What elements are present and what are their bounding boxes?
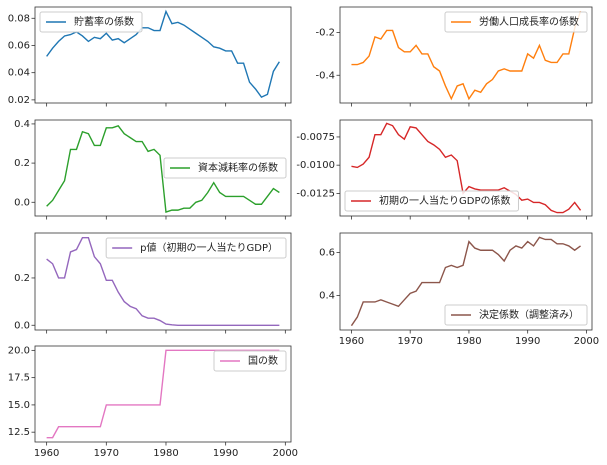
y-tick-label: -0.4 bbox=[315, 70, 335, 81]
legend: p値（初期の一人当たりGDP） bbox=[105, 237, 287, 259]
y-tick-label: 0.0 bbox=[14, 197, 30, 208]
y-tick-label: 20.0 bbox=[8, 345, 30, 356]
legend-label: 資本減耗率の係数 bbox=[198, 161, 278, 174]
x-tick-label: 1980 bbox=[456, 336, 481, 347]
y-tick-label: -0.0100 bbox=[296, 160, 335, 171]
legend: 決定係数（調整済み） bbox=[444, 304, 588, 326]
x-tick-label: 2000 bbox=[273, 448, 298, 459]
legend-label: p値（初期の一人当たりGDP） bbox=[140, 241, 278, 254]
y-tick-label: -0.2 bbox=[315, 28, 335, 39]
data-line bbox=[46, 349, 280, 439]
y-tick-label: 17.5 bbox=[8, 373, 30, 384]
y-tick-label: 0.0 bbox=[14, 320, 30, 331]
y-tick-label: 0.4 bbox=[319, 291, 335, 302]
y-tick-label: 0.08 bbox=[8, 13, 30, 24]
legend-box bbox=[344, 190, 519, 212]
x-tick-label: 1970 bbox=[397, 336, 422, 347]
y-tick-label: 0.02 bbox=[8, 95, 30, 106]
legend-label: 労働人口成長率の係数 bbox=[479, 15, 579, 28]
legend-box bbox=[163, 157, 287, 179]
x-tick-label: 1990 bbox=[515, 336, 540, 347]
legend: 初期の一人当たりGDPの係数 bbox=[344, 190, 519, 212]
y-tick-label: 0.06 bbox=[8, 40, 30, 51]
legend-box bbox=[39, 11, 143, 33]
legend: 国の数 bbox=[213, 350, 287, 372]
y-tick-label: 0.04 bbox=[8, 68, 30, 79]
legend: 貯蓄率の係数 bbox=[39, 11, 143, 33]
legend-label: 貯蓄率の係数 bbox=[74, 15, 134, 28]
data-line bbox=[46, 9, 280, 99]
x-tick-label: 1960 bbox=[34, 448, 59, 459]
y-tick-label: 12.5 bbox=[8, 427, 30, 438]
y-tick-label: 15.0 bbox=[8, 400, 30, 411]
legend: 労働人口成長率の係数 bbox=[444, 11, 588, 33]
data-line bbox=[46, 237, 280, 326]
legend-label: 国の数 bbox=[248, 354, 278, 367]
y-tick-label: 0.2 bbox=[14, 158, 30, 169]
data-line bbox=[350, 236, 581, 327]
y-tick-label: 0.4 bbox=[14, 119, 30, 130]
y-tick-label: 0.6 bbox=[319, 247, 335, 258]
legend-box bbox=[105, 237, 287, 259]
legend-label: 初期の一人当たりGDPの係数 bbox=[379, 194, 510, 207]
x-tick-label: 1990 bbox=[213, 448, 238, 459]
y-tick-label: -0.0075 bbox=[296, 132, 335, 143]
legend-box bbox=[213, 350, 287, 372]
legend-label: 決定係数（調整済み） bbox=[479, 308, 579, 321]
x-tick-label: 1970 bbox=[94, 448, 119, 459]
data-line bbox=[351, 122, 582, 214]
legend-box bbox=[444, 11, 588, 33]
x-tick-label: 1980 bbox=[153, 448, 178, 459]
data-line bbox=[46, 125, 280, 214]
x-tick-label: 1960 bbox=[339, 336, 364, 347]
x-tick-label: 2000 bbox=[574, 336, 599, 347]
legend-box bbox=[444, 304, 588, 326]
y-tick-label: -0.0125 bbox=[296, 188, 335, 199]
y-tick-label: 0.2 bbox=[14, 273, 30, 284]
data-line bbox=[351, 11, 582, 101]
legend: 資本減耗率の係数 bbox=[163, 157, 287, 179]
